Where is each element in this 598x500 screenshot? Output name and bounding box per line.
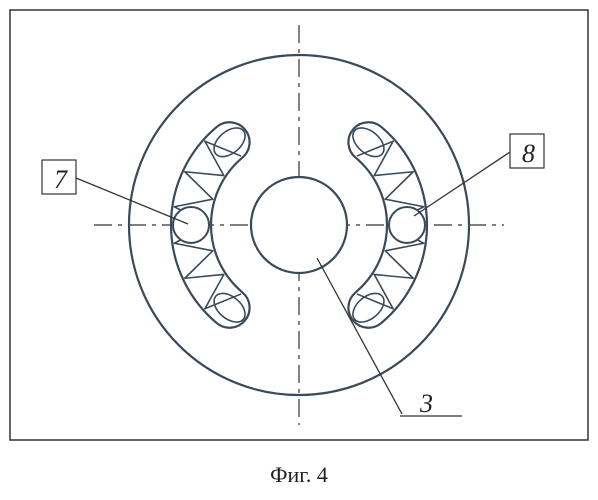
figure-caption: Фиг. 4 xyxy=(270,462,328,487)
figure-svg: 7 8 3 Фиг. 4 xyxy=(0,0,598,500)
inner-circle xyxy=(251,177,347,273)
label-7-text: 7 xyxy=(54,165,68,194)
label-8-text: 8 xyxy=(522,139,535,168)
port-circle-left xyxy=(173,207,209,243)
label-3-text: 3 xyxy=(419,389,433,418)
